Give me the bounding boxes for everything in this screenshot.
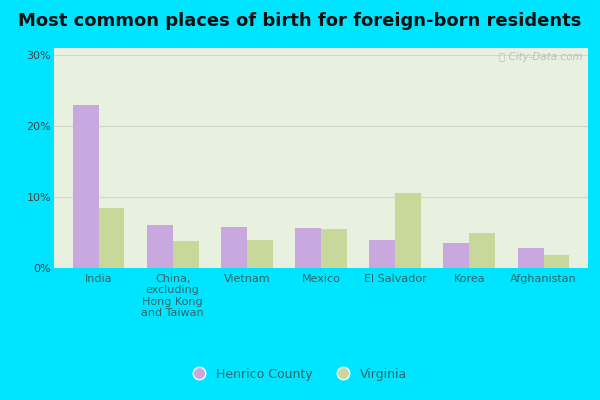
Text: Most common places of birth for foreign-born residents: Most common places of birth for foreign-… bbox=[19, 12, 581, 30]
Bar bbox=[369, 240, 395, 268]
Bar bbox=[147, 226, 173, 268]
Bar bbox=[518, 248, 544, 268]
Bar bbox=[321, 229, 347, 268]
Bar bbox=[98, 208, 124, 268]
Bar bbox=[443, 243, 469, 268]
Bar bbox=[221, 227, 247, 268]
Bar bbox=[173, 241, 199, 268]
Bar bbox=[395, 194, 421, 268]
Bar bbox=[73, 105, 98, 268]
Bar bbox=[247, 240, 273, 268]
Bar bbox=[469, 232, 495, 268]
Bar bbox=[544, 255, 569, 268]
Legend: Henrico County, Virginia: Henrico County, Virginia bbox=[188, 363, 412, 386]
Text: ⓘ City-Data.com: ⓘ City-Data.com bbox=[499, 52, 583, 62]
Bar bbox=[295, 228, 321, 268]
